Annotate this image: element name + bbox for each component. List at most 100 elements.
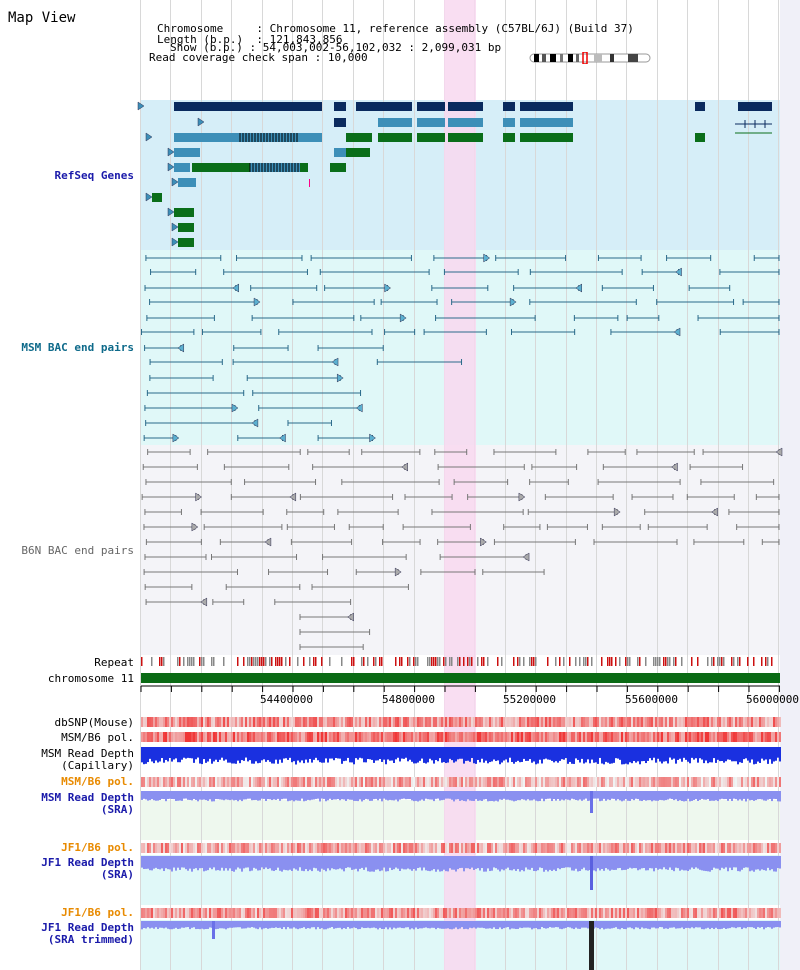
label-jf1-b6-pol[interactable]: JF1/B6 pol. [61,841,134,854]
gene-exon[interactable] [520,133,573,142]
gene-exon[interactable] [178,178,196,187]
bac-end-arrow-icon[interactable] [509,297,517,307]
bac-end-arrow-icon[interactable] [675,267,682,277]
gene-strand-arrow-icon[interactable] [145,192,153,202]
gene-exon[interactable] [695,102,705,111]
label-msm-read-depth-sra[interactable]: MSM Read Depth [41,791,134,804]
gene-strand-arrow-icon[interactable] [167,147,175,157]
gene-exon[interactable] [503,133,515,142]
gene-strand-arrow-icon[interactable] [171,237,179,247]
gene-exon[interactable] [152,193,162,202]
gene-strand-arrow-icon[interactable] [171,222,179,232]
bac-end-arrow-icon[interactable] [483,253,491,263]
gene-exon[interactable] [378,118,412,127]
label-refseq[interactable]: RefSeq Genes [54,169,134,182]
label-msm-b6-pol2[interactable]: MSM/B6 pol. [61,775,134,788]
b6n-end-arrow-icon[interactable] [671,462,678,472]
bac-end-arrow-icon[interactable] [399,313,407,323]
chromosome-bar[interactable] [141,673,780,683]
b6n-end-arrow-icon[interactable] [518,492,526,502]
bac-end-arrow-icon[interactable] [673,327,681,337]
b6n-end-arrow-icon[interactable] [264,537,272,547]
gene-exon[interactable] [520,118,573,127]
b6n-end-arrow-icon[interactable] [522,552,530,562]
b6n-end-arrow-icon[interactable] [191,522,199,532]
label-jf1-read-depth-trim[interactable]: JF1 Read Depth [41,921,134,934]
gene-strand-arrow-icon[interactable] [197,117,205,127]
gene-exon[interactable] [378,133,412,142]
label-jf1-read-depth[interactable]: JF1 Read Depth [41,856,134,869]
gene-exon[interactable] [300,163,308,172]
bac-end-arrow-icon[interactable] [231,403,239,413]
gene-exon[interactable] [448,118,483,127]
gene-exon[interactable] [300,133,322,142]
gene-exon[interactable] [417,102,445,111]
label-chromosome[interactable]: chromosome 11 [47,672,134,685]
gene-exon[interactable] [334,102,346,111]
gene-exon[interactable] [174,102,322,111]
bac-end-arrow-icon[interactable] [253,297,261,307]
label-b6n-bac[interactable]: B6N BAC end pairs [21,544,134,557]
b6n-end-arrow-icon[interactable] [613,507,621,517]
gene-exon[interactable] [695,133,705,142]
bac-end-arrow-icon[interactable] [384,283,392,293]
gene-exon[interactable] [334,148,346,157]
b6n-end-arrow-icon[interactable] [347,612,354,622]
gene-exon[interactable] [503,118,515,127]
gene-strand-arrow-icon[interactable] [145,132,153,142]
selection-highlight[interactable] [444,0,476,970]
bac-end-arrow-icon[interactable] [251,418,259,428]
gene-exon[interactable] [417,133,445,142]
gene-strand-arrow-icon[interactable] [167,207,175,217]
b6n-end-arrow-icon[interactable] [200,597,208,607]
bac-end-arrow-icon[interactable] [172,433,180,443]
label-msm-read-depth-cap[interactable]: MSM Read Depth [41,747,134,760]
b6n-end-arrow-icon[interactable] [394,567,402,577]
bac-end-arrow-icon[interactable] [177,343,185,353]
b6n-end-arrow-icon[interactable] [711,507,718,517]
label-msm-bac[interactable]: MSM BAC end pairs [21,341,134,354]
gene-exon[interactable] [334,118,346,127]
b6n-end-arrow-icon[interactable] [401,462,408,472]
gene-strand-arrow-icon[interactable] [167,162,175,172]
b6n-end-arrow-icon[interactable] [289,492,297,502]
gene-exon[interactable] [178,238,194,247]
gene-exon[interactable] [178,223,194,232]
gene-exon[interactable] [417,118,445,127]
gene-exon[interactable] [174,148,200,157]
bac-end-arrow-icon[interactable] [232,283,239,293]
gene-exon[interactable] [448,133,483,142]
bac-end-arrow-icon[interactable] [369,433,376,443]
gene-strand-arrow-icon[interactable] [171,177,179,187]
gene-exon[interactable] [520,102,573,111]
b6n-end-arrow-icon[interactable] [480,537,487,547]
bac-end-arrow-icon[interactable] [331,357,339,367]
gene-exon[interactable] [346,133,372,142]
chromosome-ideogram[interactable] [528,52,652,64]
label-dbsnp[interactable]: dbSNP(Mouse) [54,716,134,729]
gene-exon[interactable] [192,163,250,172]
b6n-end-arrow-icon[interactable] [195,492,203,502]
bac-end-arrow-icon[interactable] [336,373,344,383]
bac-end-arrow-icon[interactable] [575,283,582,293]
gene-exon[interactable] [356,102,412,111]
gene-exon[interactable] [174,163,190,172]
bac-end-arrow-icon[interactable] [355,403,363,413]
gene-exon[interactable] [738,102,772,111]
gene-exon[interactable] [174,208,194,217]
b6n-end-arrow-icon[interactable] [775,447,783,457]
gene-exon[interactable] [330,163,346,172]
label-jf1-b6-pol2[interactable]: JF1/B6 pol. [61,906,134,919]
gene-exon[interactable] [346,148,370,157]
ideogram-position-marker[interactable] [582,52,588,64]
gene-exon[interactable] [503,102,515,111]
label-repeat[interactable]: Repeat [94,656,134,669]
gene-exon[interactable] [174,133,240,142]
label-msm-b6-pol[interactable]: MSM/B6 pol. [61,731,134,744]
jf1-b6-pol-heat-cell [379,843,381,853]
gene-exon[interactable] [250,163,300,172]
bac-end-arrow-icon[interactable] [279,433,286,443]
gene-exon[interactable] [448,102,483,111]
gene-strand-arrow-icon[interactable] [137,101,145,111]
